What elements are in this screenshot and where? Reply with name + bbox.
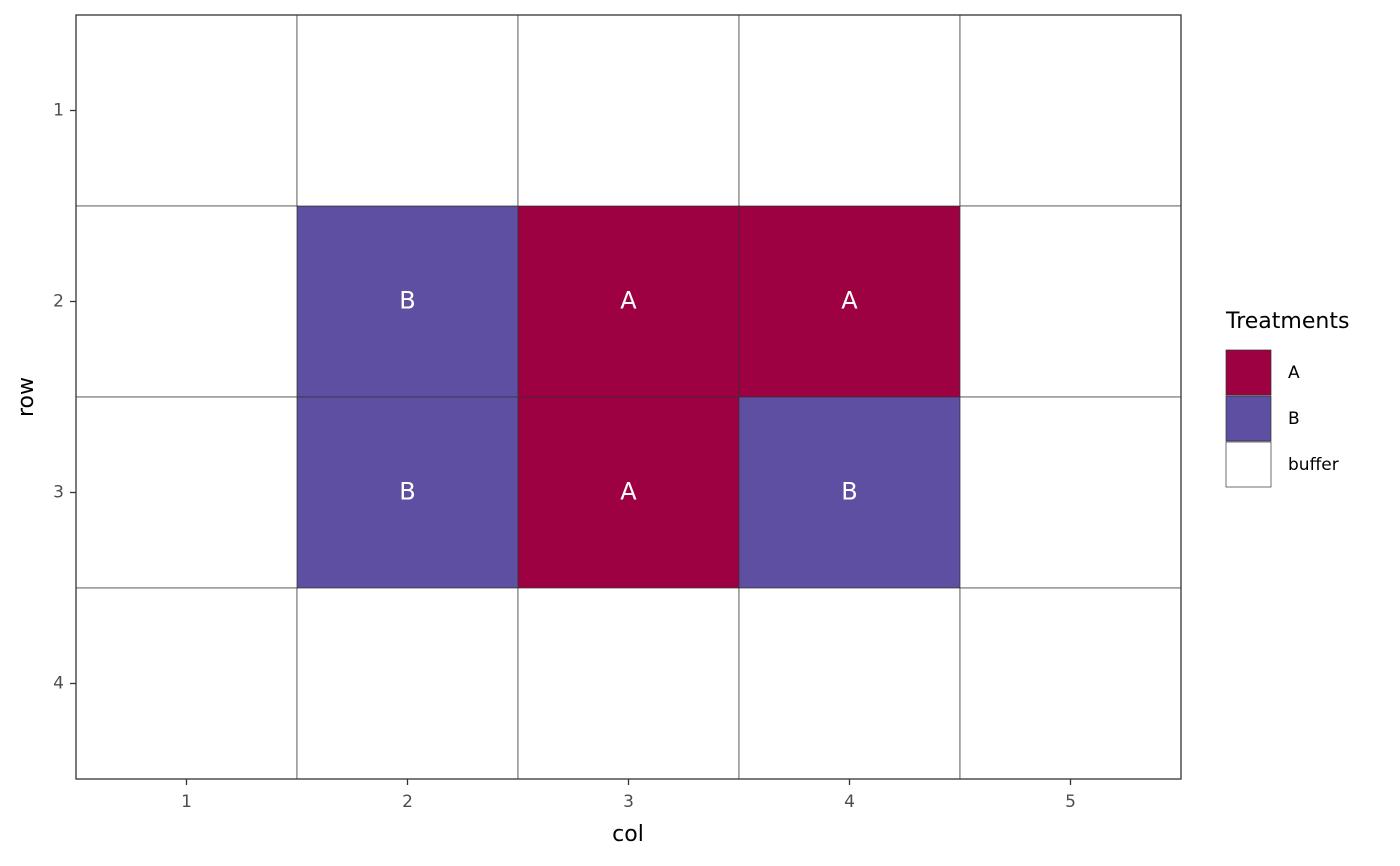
x-tick-label: 2 [402,792,413,812]
legend-label: A [1288,363,1300,383]
tile [738,587,961,780]
tile [517,396,740,589]
tile [75,396,298,589]
tile [959,14,1182,207]
tile [517,587,740,780]
y-axis-title: row [14,377,39,417]
legend-label: buffer [1288,455,1339,475]
y-tick-label: 4 [53,674,64,694]
tile [738,205,961,398]
cell-label: A [620,287,637,315]
cell-label: B [841,478,857,506]
cell-label: B [399,478,415,506]
tile [959,587,1182,780]
cell-label: A [841,287,858,315]
tile [296,205,519,398]
tile [296,14,519,207]
cell-label: A [620,478,637,506]
tile [75,205,298,398]
tile [296,587,519,780]
legend-key [1225,395,1272,442]
x-tick-label: 4 [844,792,855,812]
tile [959,205,1182,398]
cell-label: B [399,287,415,315]
x-axis-title: col [612,822,644,847]
y-tick-label: 2 [53,292,64,312]
tile [738,14,961,207]
tile [738,396,961,589]
legend-key [1225,441,1272,488]
y-tick-label: 1 [53,101,64,121]
x-tick-label: 1 [181,792,192,812]
tile [75,587,298,780]
x-tick-label: 3 [623,792,634,812]
x-tick-label: 5 [1065,792,1076,812]
legend-title: Treatments [1225,309,1349,334]
legend-key [1225,349,1272,396]
y-tick-label: 3 [53,483,64,503]
tile [296,396,519,589]
tile [517,205,740,398]
tile [517,14,740,207]
tile [75,14,298,207]
legend-label: B [1288,409,1300,429]
tile [959,396,1182,589]
